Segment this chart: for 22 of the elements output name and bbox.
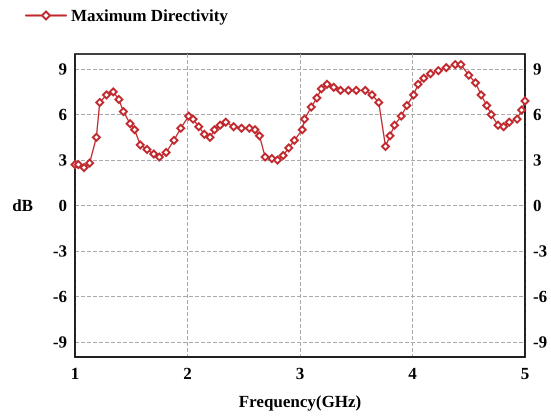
y-tick-label: -9 xyxy=(52,332,67,352)
y-tick-label: -3 xyxy=(52,241,67,260)
x-tick-label: 4 xyxy=(408,364,418,383)
x-axis-title: Frequency(GHz) xyxy=(238,392,362,411)
y2-tick-label: 3 xyxy=(533,150,542,170)
y2-tick-label: 6 xyxy=(533,105,542,124)
y-tick-label: 3 xyxy=(58,150,67,170)
y2-tick-label: 0 xyxy=(533,196,542,215)
y2-tick-label: -6 xyxy=(533,286,548,306)
y-tick-label: 0 xyxy=(58,196,67,215)
y-axis-title: dB xyxy=(12,196,33,215)
y-tick-label: 6 xyxy=(58,105,67,124)
y2-tick-label: 9 xyxy=(533,60,542,79)
x-tick-label: 3 xyxy=(296,364,304,383)
x-tick-label: 2 xyxy=(183,364,192,383)
legend-label: Maximum Directivity xyxy=(71,6,228,25)
y-tick-label: 9 xyxy=(58,60,67,79)
x-tick-label: 1 xyxy=(70,364,80,383)
x-tick-label: 5 xyxy=(520,364,530,383)
y2-tick-label: -9 xyxy=(533,332,548,352)
y-tick-label: -6 xyxy=(52,286,67,306)
y2-tick-label: -3 xyxy=(533,241,548,260)
